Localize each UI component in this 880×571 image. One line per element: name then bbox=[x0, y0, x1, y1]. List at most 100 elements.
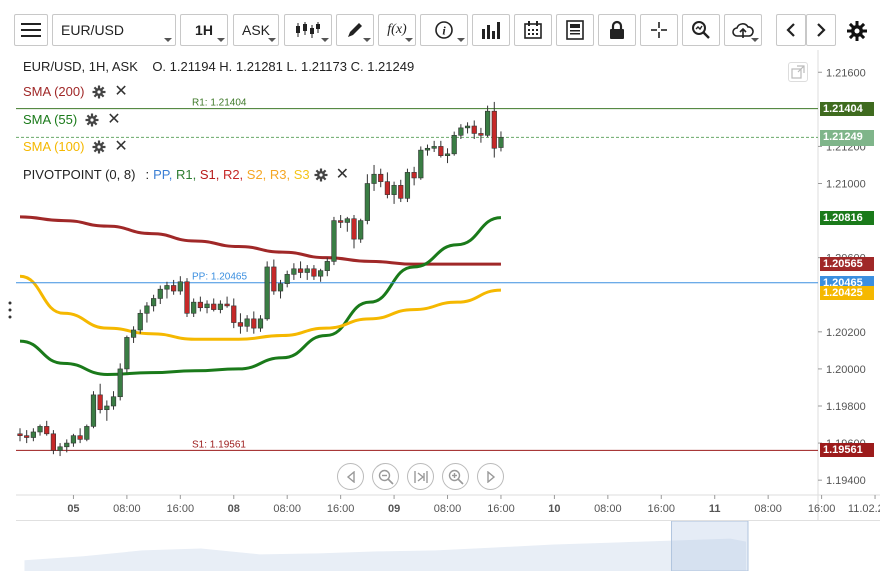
candle-down[interactable] bbox=[17, 433, 23, 436]
volume-button[interactable] bbox=[472, 14, 510, 46]
candle-up[interactable] bbox=[110, 396, 117, 407]
symbol-selector[interactable]: EUR/USD bbox=[52, 14, 176, 46]
candle-up[interactable] bbox=[164, 285, 170, 290]
candle-up[interactable] bbox=[117, 368, 123, 398]
candle-up[interactable] bbox=[364, 183, 370, 221]
candle-down[interactable] bbox=[44, 426, 50, 435]
pivot-settings-icon[interactable] bbox=[314, 168, 328, 182]
interval-selector[interactable]: 1H bbox=[180, 14, 228, 46]
next-button[interactable] bbox=[806, 14, 836, 46]
candle-down[interactable] bbox=[378, 173, 384, 182]
info-button[interactable]: i bbox=[420, 14, 468, 46]
candle-down[interactable] bbox=[384, 181, 391, 195]
candle-up[interactable] bbox=[291, 268, 297, 275]
candle-down[interactable] bbox=[351, 218, 357, 240]
cloud-save-button[interactable] bbox=[724, 14, 762, 46]
chart-type-button[interactable] bbox=[284, 14, 332, 46]
sma200-remove-icon[interactable]: ✕ bbox=[114, 82, 128, 100]
navigator-window[interactable] bbox=[671, 521, 749, 571]
candle-up[interactable] bbox=[30, 431, 36, 438]
candle-up[interactable] bbox=[371, 173, 377, 184]
candle-down[interactable] bbox=[338, 220, 344, 223]
sma55-label[interactable]: SMA (55) bbox=[23, 112, 78, 127]
candle-up[interactable] bbox=[144, 305, 150, 314]
candle-up[interactable] bbox=[90, 394, 97, 427]
price-chart[interactable]: 1.216001.212001.210001.206001.202001.200… bbox=[0, 0, 880, 520]
candle-up[interactable] bbox=[451, 134, 457, 155]
menu-button[interactable] bbox=[14, 14, 48, 46]
candle-up[interactable] bbox=[104, 405, 110, 411]
candle-up[interactable] bbox=[498, 137, 504, 148]
candle-down[interactable] bbox=[297, 268, 304, 273]
candle-down[interactable] bbox=[491, 110, 497, 149]
candle-up[interactable] bbox=[464, 125, 471, 129]
zoom-out-button[interactable] bbox=[372, 463, 399, 490]
candle-up[interactable] bbox=[304, 268, 310, 273]
sma55-remove-icon[interactable]: ✕ bbox=[107, 110, 121, 128]
candle-up[interactable] bbox=[391, 185, 397, 195]
candle-up[interactable] bbox=[37, 426, 43, 433]
calendar-button[interactable] bbox=[514, 14, 552, 46]
draw-button[interactable] bbox=[336, 14, 374, 46]
candle-down[interactable] bbox=[471, 125, 477, 134]
candle-down[interactable] bbox=[211, 303, 217, 310]
candle-up[interactable] bbox=[317, 270, 324, 277]
candle-up[interactable] bbox=[404, 172, 411, 199]
candle-up[interactable] bbox=[64, 442, 70, 448]
candle-up[interactable] bbox=[130, 329, 137, 338]
candle-up[interactable] bbox=[431, 146, 437, 149]
sma200-settings-icon[interactable] bbox=[92, 85, 106, 99]
candle-down[interactable] bbox=[171, 285, 177, 292]
scroll-right-button[interactable] bbox=[477, 463, 504, 490]
candle-up[interactable] bbox=[358, 220, 364, 240]
candle-up[interactable] bbox=[244, 318, 250, 327]
zoom-in-button[interactable] bbox=[442, 463, 469, 490]
candle-down[interactable] bbox=[197, 301, 203, 309]
candle-up[interactable] bbox=[424, 147, 431, 151]
pivot-remove-icon[interactable]: ✕ bbox=[335, 165, 350, 183]
candle-up[interactable] bbox=[84, 426, 90, 440]
sma55-settings-icon[interactable] bbox=[85, 113, 99, 127]
candle-up[interactable] bbox=[70, 435, 77, 444]
reset-view-button[interactable] bbox=[407, 463, 434, 490]
candle-down[interactable] bbox=[271, 266, 277, 292]
price-type-selector[interactable]: ASK bbox=[233, 14, 279, 46]
settings-button[interactable] bbox=[846, 20, 868, 42]
candle-up[interactable] bbox=[344, 218, 350, 223]
candle-up[interactable] bbox=[257, 318, 264, 329]
candle-down[interactable] bbox=[478, 133, 484, 136]
candle-down[interactable] bbox=[224, 303, 230, 307]
candle-up[interactable] bbox=[204, 303, 210, 309]
candle-up[interactable] bbox=[157, 288, 163, 299]
candle-up[interactable] bbox=[177, 281, 183, 292]
candle-down[interactable] bbox=[231, 305, 237, 323]
maximize-button[interactable] bbox=[788, 62, 808, 82]
panel-resize-handle[interactable] bbox=[8, 300, 12, 320]
candle-down[interactable] bbox=[251, 318, 257, 329]
candle-down[interactable] bbox=[77, 435, 83, 440]
candle-down[interactable] bbox=[311, 268, 317, 277]
candle-down[interactable] bbox=[237, 322, 244, 327]
sma100-label[interactable]: SMA (100) bbox=[23, 139, 85, 154]
prev-button[interactable] bbox=[776, 14, 806, 46]
chart-navigator[interactable] bbox=[16, 520, 880, 571]
function-button[interactable]: f(x) bbox=[378, 14, 416, 46]
candle-up[interactable] bbox=[418, 149, 424, 179]
candle-up[interactable] bbox=[124, 337, 130, 370]
candle-down[interactable] bbox=[184, 281, 190, 314]
candle-down[interactable] bbox=[438, 146, 444, 156]
candle-down[interactable] bbox=[50, 433, 56, 451]
sma100-remove-icon[interactable]: ✕ bbox=[114, 137, 128, 155]
pivot-label[interactable]: PIVOTPOINT (0, 8) bbox=[23, 167, 136, 182]
lock-button[interactable] bbox=[598, 14, 636, 46]
zoom-button[interactable] bbox=[682, 14, 720, 46]
candle-up[interactable] bbox=[264, 266, 270, 320]
candle-down[interactable] bbox=[24, 435, 30, 438]
candle-down[interactable] bbox=[97, 394, 103, 411]
news-button[interactable] bbox=[556, 14, 594, 46]
candle-up[interactable] bbox=[57, 446, 63, 451]
scroll-left-button[interactable] bbox=[337, 463, 364, 490]
candle-up[interactable] bbox=[324, 261, 330, 271]
sma200-label[interactable]: SMA (200) bbox=[23, 84, 85, 99]
candle-up[interactable] bbox=[331, 220, 337, 262]
